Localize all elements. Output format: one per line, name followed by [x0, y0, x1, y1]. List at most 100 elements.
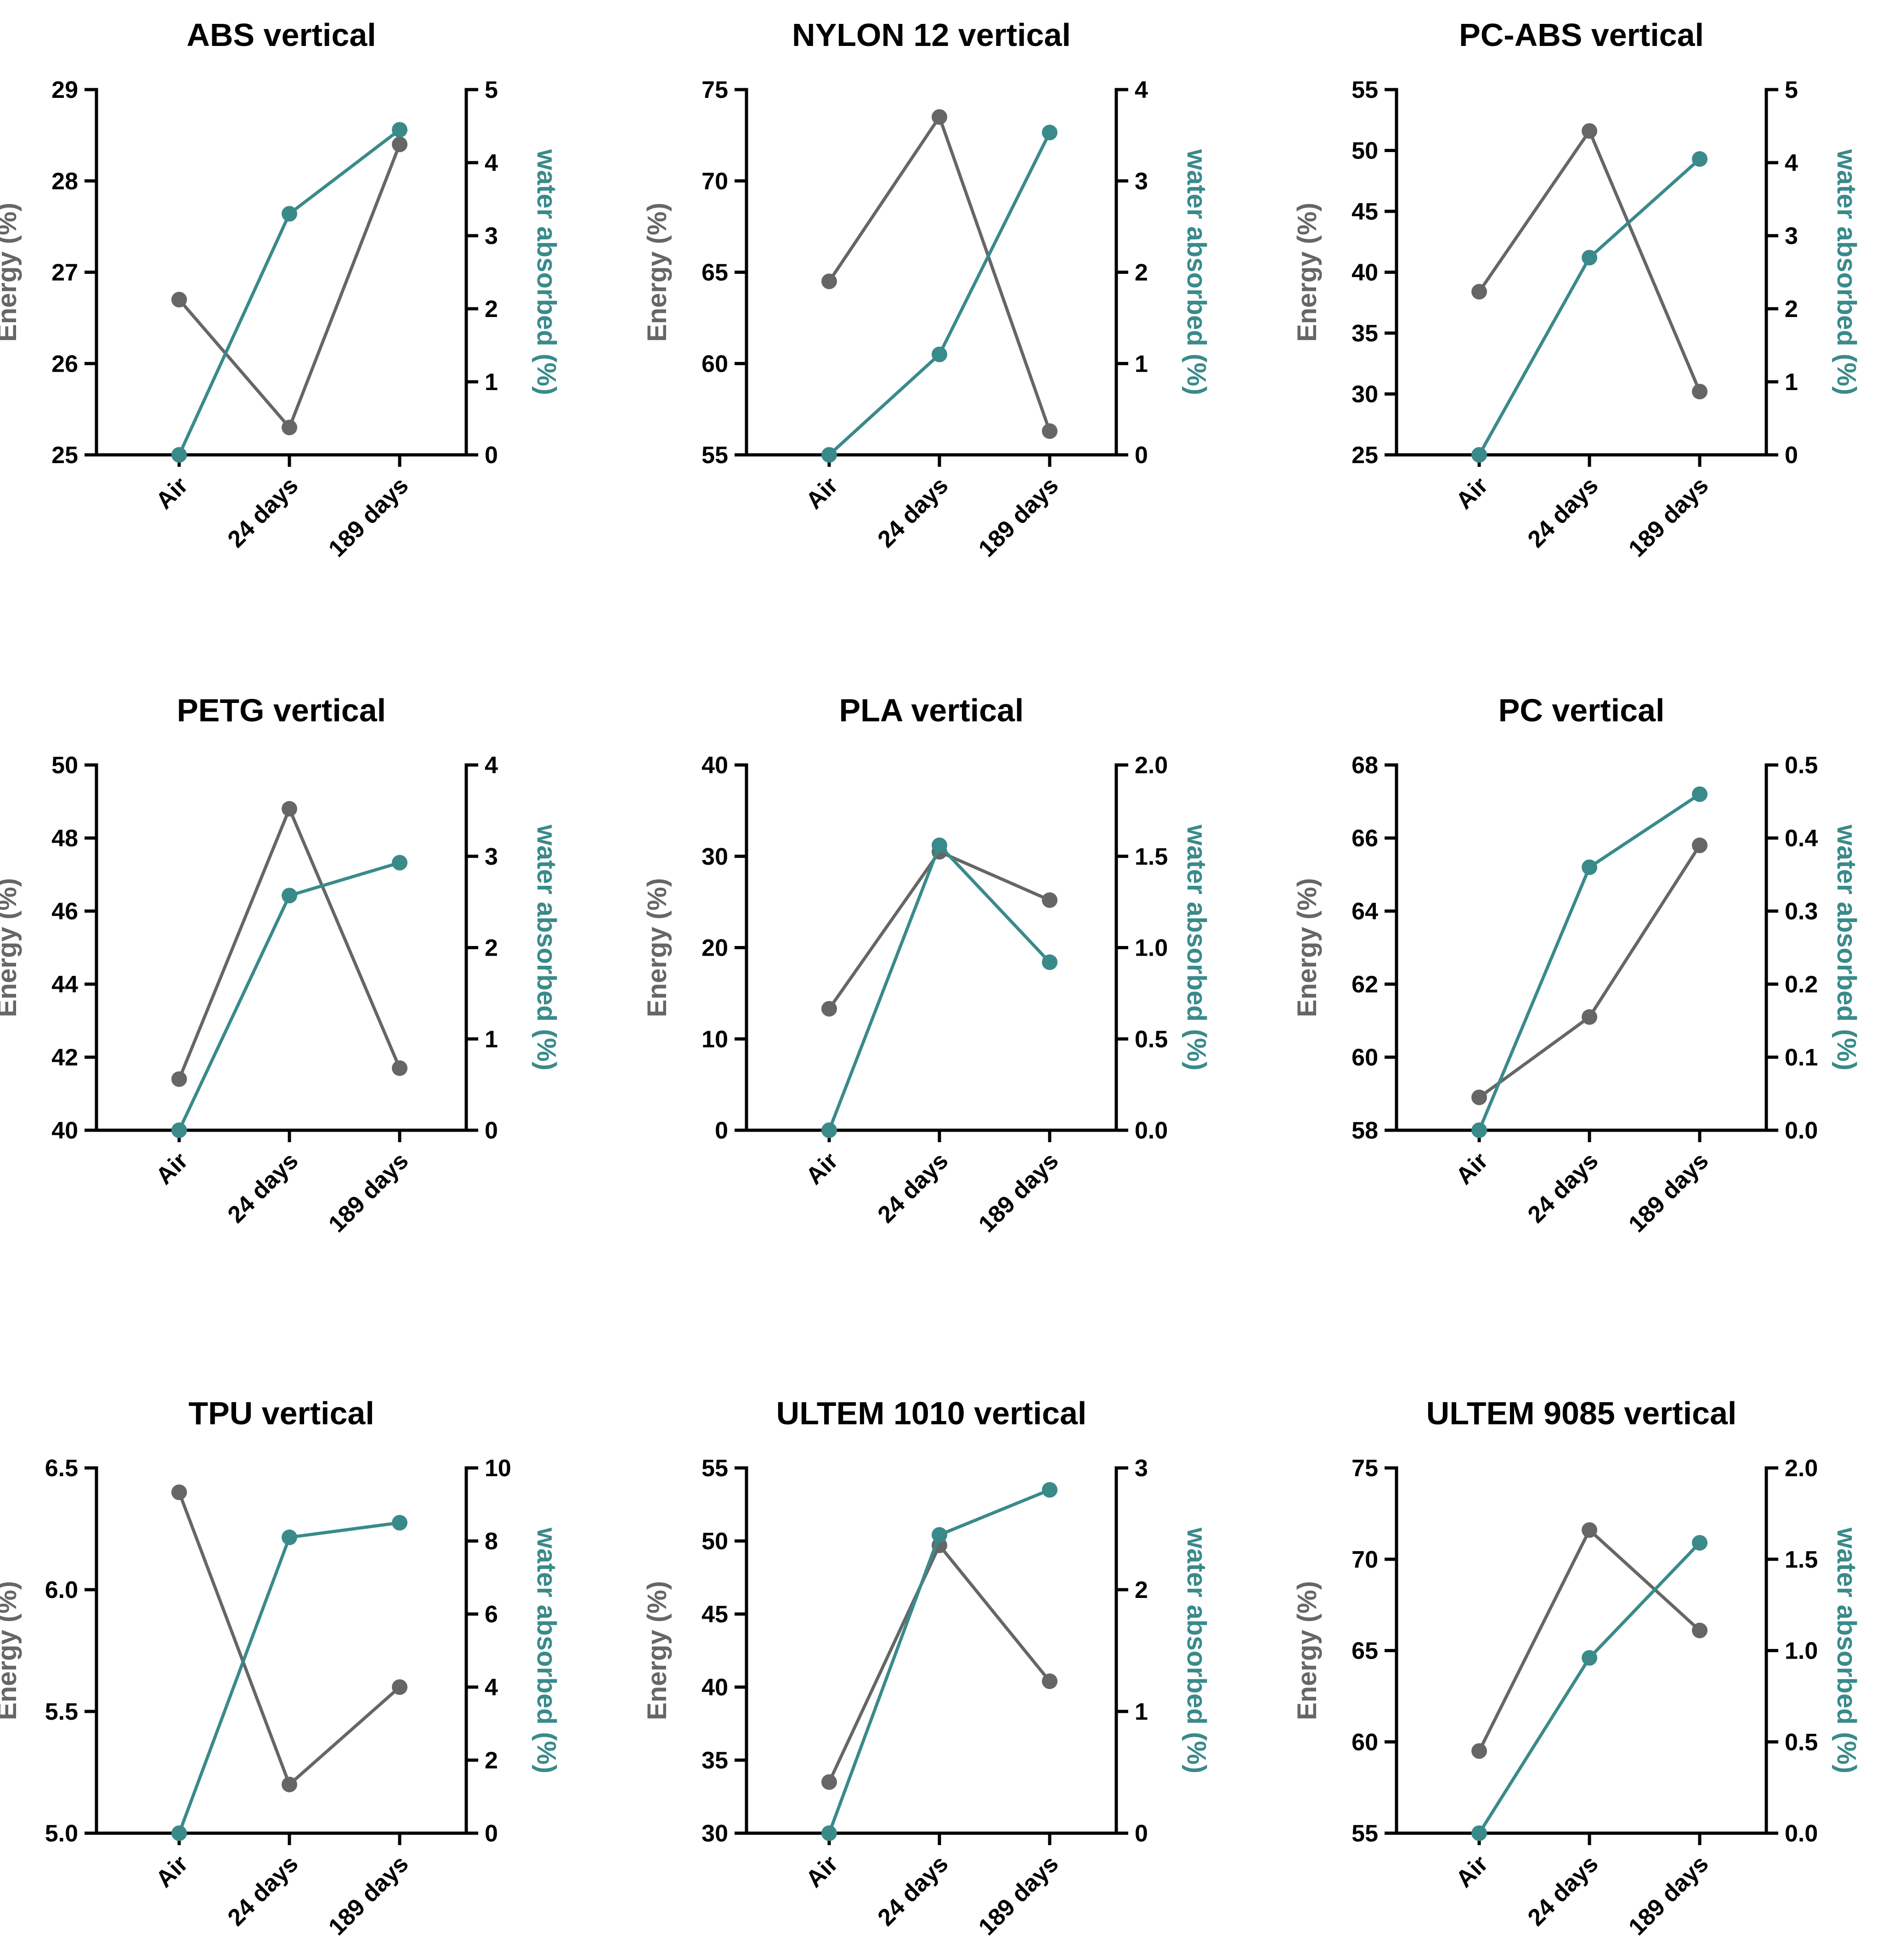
- right-tick-label: 0: [1135, 442, 1148, 469]
- energy-point-24-days: [1582, 123, 1597, 139]
- water-series-line: [1477, 793, 1701, 1131]
- energy-point-air: [171, 1484, 187, 1500]
- energy-point-24-days: [932, 109, 947, 125]
- right-axis-title: water absorbed (%): [532, 824, 561, 1071]
- right-tick-label: 3: [485, 223, 498, 249]
- energy-series-line: [1477, 1528, 1701, 1752]
- left-tick-label: 45: [1351, 198, 1378, 225]
- left-tick-label: 58: [1351, 1117, 1378, 1144]
- water-point-air: [821, 1825, 837, 1841]
- left-axis-title: Energy (%): [1292, 203, 1322, 342]
- energy-point-189-days: [1042, 1673, 1057, 1689]
- left-tick-label: 26: [51, 351, 78, 377]
- water-point-air: [171, 1122, 187, 1138]
- energy-series-line: [177, 807, 401, 1080]
- left-tick-label: 50: [1351, 138, 1378, 164]
- left-tick-label: 30: [701, 1820, 728, 1847]
- water-point-24-days: [282, 206, 297, 222]
- right-tick-label: 4: [1135, 77, 1148, 103]
- left-tick-label: 25: [1351, 442, 1378, 469]
- x-tick-label: Air: [151, 472, 193, 514]
- energy-series-line: [1478, 844, 1701, 1099]
- water-point-24-days: [282, 888, 297, 904]
- water-point-air: [1471, 1122, 1487, 1138]
- left-tick-label: 50: [51, 752, 78, 779]
- chart-title: PLA vertical: [839, 692, 1023, 728]
- left-tick-label: 5.0: [45, 1820, 78, 1847]
- left-tick-label: 65: [1351, 1638, 1378, 1665]
- left-tick-label: 30: [1351, 381, 1378, 408]
- water-point-air: [171, 1825, 187, 1841]
- water-point-24-days: [282, 1529, 297, 1546]
- water-series-line: [828, 131, 1052, 456]
- x-tick-label: Air: [1451, 1147, 1493, 1190]
- water-point-189-days: [1692, 151, 1708, 167]
- left-tick-label: 6.5: [45, 1455, 78, 1482]
- right-axis-title: water absorbed (%): [532, 1527, 561, 1773]
- x-tick-label: Air: [151, 1850, 193, 1892]
- water-point-air: [171, 447, 187, 463]
- right-tick-label: 0.5: [1785, 752, 1818, 779]
- left-tick-label: 70: [1351, 1546, 1378, 1573]
- right-tick-label: 2: [1135, 260, 1148, 286]
- chart-panel-petg-vertical: PETG vertical 40 42 44 46 48 50 0 1 2 3 4 Air 24 days…: [0, 692, 561, 1238]
- energy-point-189-days: [392, 1679, 407, 1695]
- right-tick-label: 0: [485, 442, 498, 469]
- left-tick-label: 44: [51, 971, 78, 998]
- energy-point-189-days: [1042, 423, 1057, 439]
- water-point-24-days: [932, 346, 947, 363]
- left-tick-label: 64: [1351, 898, 1378, 925]
- water-point-24-days: [1582, 249, 1597, 266]
- left-tick-label: 70: [701, 168, 728, 195]
- left-tick-label: 62: [1351, 971, 1378, 998]
- left-tick-label: 40: [1351, 260, 1378, 286]
- chart-panel-pc-vertical: PC vertical 58 60 62 64 66 68 0.0 0.1 0.2 0.3 0.4 0.…: [1292, 692, 1861, 1238]
- chart-panel-ultem-9085-vertical: ULTEM 9085 vertical 55 60 65 70 75 0.0 0.5 1.0 1.…: [1292, 1395, 1861, 1941]
- left-tick-label: 30: [701, 844, 728, 870]
- x-tick-label: 24 days: [223, 1850, 304, 1931]
- x-tick-label: 189 days: [973, 472, 1063, 562]
- energy-point-189-days: [1692, 384, 1708, 400]
- chart-title: PC vertical: [1498, 692, 1665, 728]
- chart-title: TPU vertical: [188, 1395, 374, 1431]
- left-tick-label: 68: [1351, 752, 1378, 779]
- x-tick-label: Air: [151, 1147, 193, 1190]
- energy-point-24-days: [1582, 1009, 1597, 1025]
- water-point-189-days: [1042, 125, 1057, 141]
- right-tick-label: 2: [1785, 296, 1798, 323]
- energy-point-air: [1471, 1089, 1487, 1105]
- right-tick-label: 4: [485, 150, 498, 176]
- energy-point-air: [821, 1001, 837, 1017]
- energy-point-24-days: [282, 1777, 297, 1792]
- right-tick-label: 3: [1135, 168, 1148, 195]
- left-tick-label: 50: [701, 1528, 728, 1555]
- left-tick-label: 20: [701, 935, 728, 962]
- water-point-air: [1471, 447, 1487, 463]
- right-axis-title: water absorbed (%): [1182, 1527, 1211, 1773]
- water-series-line: [1477, 158, 1701, 456]
- right-tick-label: 1: [1135, 351, 1148, 377]
- right-tick-label: 0.2: [1785, 971, 1818, 998]
- right-tick-label: 0: [1135, 1820, 1148, 1847]
- right-tick-label: 0.4: [1785, 825, 1818, 852]
- right-axis-title: water absorbed (%): [1182, 824, 1211, 1071]
- left-axis-title: Energy (%): [642, 1581, 672, 1720]
- right-tick-label: 4: [485, 1674, 498, 1701]
- left-tick-label: 60: [1351, 1044, 1378, 1071]
- left-tick-label: 66: [1351, 825, 1378, 852]
- x-tick-label: Air: [1451, 472, 1493, 514]
- right-tick-label: 0: [1785, 442, 1798, 469]
- right-axis-title: water absorbed (%): [1182, 149, 1211, 395]
- right-tick-label: 1: [485, 369, 498, 396]
- x-tick-label: 24 days: [223, 1147, 304, 1228]
- x-tick-label: 189 days: [1623, 1147, 1713, 1237]
- left-axis-title: Energy (%): [0, 878, 22, 1017]
- left-axis-title: Energy (%): [1292, 1581, 1322, 1720]
- water-point-air: [1471, 1825, 1487, 1841]
- x-tick-label: 189 days: [973, 1147, 1063, 1237]
- right-tick-label: 0.1: [1785, 1044, 1818, 1071]
- x-tick-label: Air: [801, 472, 843, 514]
- right-tick-label: 0.0: [1785, 1117, 1818, 1144]
- water-point-24-days: [1582, 1650, 1597, 1666]
- left-tick-label: 55: [701, 442, 728, 469]
